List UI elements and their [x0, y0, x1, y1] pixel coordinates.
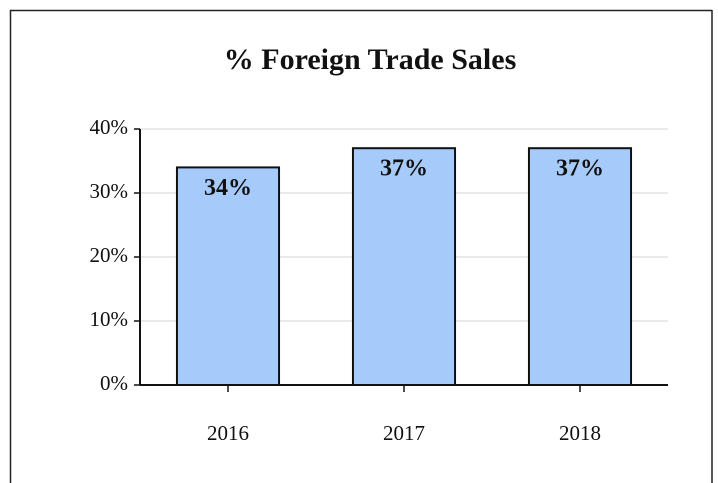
chart-title: % Foreign Trade Sales: [224, 43, 517, 76]
x-tick-label: 2017: [383, 421, 425, 445]
y-tick-label: 40%: [90, 115, 129, 139]
data-label: 37%: [556, 156, 604, 182]
y-tick-label: 10%: [90, 307, 129, 331]
x-tick-label: 2018: [559, 421, 601, 445]
data-label: 34%: [204, 175, 252, 201]
bar: [175, 166, 281, 386]
bar: [351, 147, 457, 386]
y-tick-label: 0%: [100, 371, 128, 395]
y-tick-label: 30%: [90, 179, 129, 203]
x-tick-label: 2016: [207, 421, 249, 445]
y-tick-label: 20%: [90, 243, 129, 267]
bar: [527, 147, 633, 386]
data-label: 37%: [380, 156, 428, 182]
